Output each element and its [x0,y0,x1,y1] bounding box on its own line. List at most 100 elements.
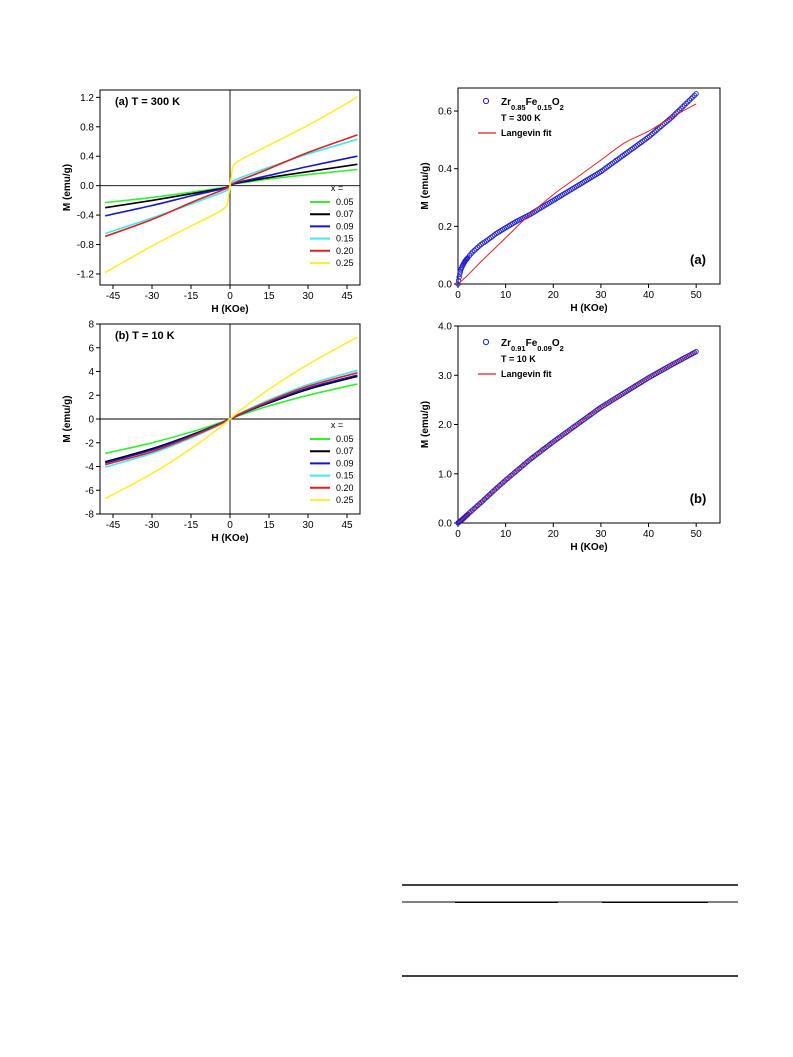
plot-frame [457,325,721,524]
x-tick-label: 15 [263,520,275,531]
y-tick-label: 0.8 [80,122,94,133]
formula-part: Zr [501,97,511,108]
data-point [485,493,491,499]
panel-langevin-10k: 0 10 20 30 40 50 0.0 1.0 2.0 3.0 4.0 H (KOe) M (emu/… [420,322,721,553]
legend-label-0.15: 0.15 [336,234,354,244]
formula-part: 0.09 [537,344,552,353]
x-tick-label: -45 [106,291,121,302]
x-axis-label: H (KOe) [211,304,248,315]
x-tick-label: 0 [227,291,233,302]
x-tick-label: -45 [106,520,121,531]
legend-title: x = [331,420,343,430]
data-point [676,107,683,113]
data-point [463,512,470,519]
y-tick-label: 0.4 [80,152,94,163]
data-point [690,94,696,100]
panel-title: (b) T = 10 K [115,330,175,342]
x-tick-label: 0 [227,520,233,531]
data-point [693,348,699,355]
legend-label-0.07: 0.07 [336,209,354,219]
y-tick-label: -1.2 [77,269,95,280]
x-tick-label: 0 [455,290,461,301]
data-point [465,511,471,518]
data-point [486,492,493,498]
data-point [488,490,494,496]
langevin-fit-line [457,351,697,524]
data-point [490,489,496,495]
data-point [688,96,694,102]
x-axis-label: H (KOe) [570,542,607,553]
legend-label-0.05: 0.05 [336,434,354,444]
y-tick-label: 0.6 [438,107,452,118]
x-tick-label: -15 [184,520,199,531]
legend-label-data: Zr0.85Fe0.15O2 [501,97,564,112]
formula-part: Fe [526,97,538,108]
x-tick-label: 50 [691,529,703,540]
series-group [104,95,358,274]
panel-tag: (a) [690,252,706,267]
data-point [457,271,463,277]
panel-m-vs-h-10k: -45 -30 -15 0 15 30 45 -8 -6 -4 -2 0 2 4 6 8 H (KOe) M (e… [62,320,361,544]
legend-label-data: Zr0.91Fe0.09O2 [501,338,564,353]
panel-tag: (b) [690,491,707,506]
data-point [455,277,462,284]
x-tick-label: 45 [341,291,353,302]
data-point [468,508,474,514]
y-tick-label: 2.0 [438,420,452,431]
legend-label-0.15: 0.15 [336,471,354,481]
y-tick-label: -6 [85,486,94,497]
x-axis-label: H (KOe) [570,303,607,314]
y-tick-label: -4 [85,462,94,473]
legend-temperature: T = 300 K [501,113,541,123]
panel-title: (a) T = 300 K [115,96,180,108]
data-point [686,97,693,103]
data-point [456,274,462,280]
langevin-fit-line [457,103,697,285]
legend-label-fit: Langevin fit [501,128,552,138]
formula-part: O [552,338,560,349]
legend-label-0.20: 0.20 [336,483,354,493]
data-point [481,496,488,503]
series-line-0.15 [104,138,358,235]
y-tick-label: 2 [88,391,94,402]
formula-part: O [552,97,560,108]
y-axis-label: M (emu/g) [420,162,431,209]
data-point [681,102,688,108]
data-point [680,104,686,110]
legend-label-0.25: 0.25 [336,495,354,505]
x-tick-label: 0 [455,529,461,540]
legend-label-0.20: 0.20 [336,246,354,256]
formula-part: Fe [526,338,538,349]
x-tick-label: 40 [643,290,655,301]
legend-label-0.09: 0.09 [336,221,354,231]
data-point [691,92,698,99]
legend-label-0.09: 0.09 [336,458,354,468]
formula-part: 0.85 [511,103,526,112]
x-tick-label: 30 [595,529,607,540]
data-point [455,281,461,287]
legend-marker-data [482,97,490,105]
legend-label-0.07: 0.07 [336,446,354,456]
y-tick-label: 0 [88,415,94,426]
data-point [693,91,699,97]
x-tick-label: 30 [302,291,314,302]
panel-m-vs-h-300k: -45 -30 -15 0 15 30 45 -1.2 -0.8 -0.4 0.0 0.4 0.8 1.2… [62,89,361,315]
x-tick-label: -30 [145,520,160,531]
y-tick-label: 0.0 [80,181,94,192]
y-tick-label: 8 [88,320,94,331]
y-tick-label: 4.0 [438,322,452,333]
data-point [483,495,489,501]
formula-part: 0.15 [537,103,552,112]
formula-part: 2 [560,344,564,353]
formula-part: 2 [560,103,564,112]
x-tick-label: 40 [643,529,655,540]
legend-title: x = [331,183,343,193]
y-tick-label: 1.0 [438,469,452,480]
series-line-0.25 [104,95,358,274]
x-tick-label: 45 [341,520,353,531]
x-tick-label: 10 [500,529,512,540]
y-axis-label: M (emu/g) [62,395,73,442]
y-tick-label: -2 [85,438,94,449]
data-point [491,487,498,493]
formula-part: 0.91 [511,344,526,353]
